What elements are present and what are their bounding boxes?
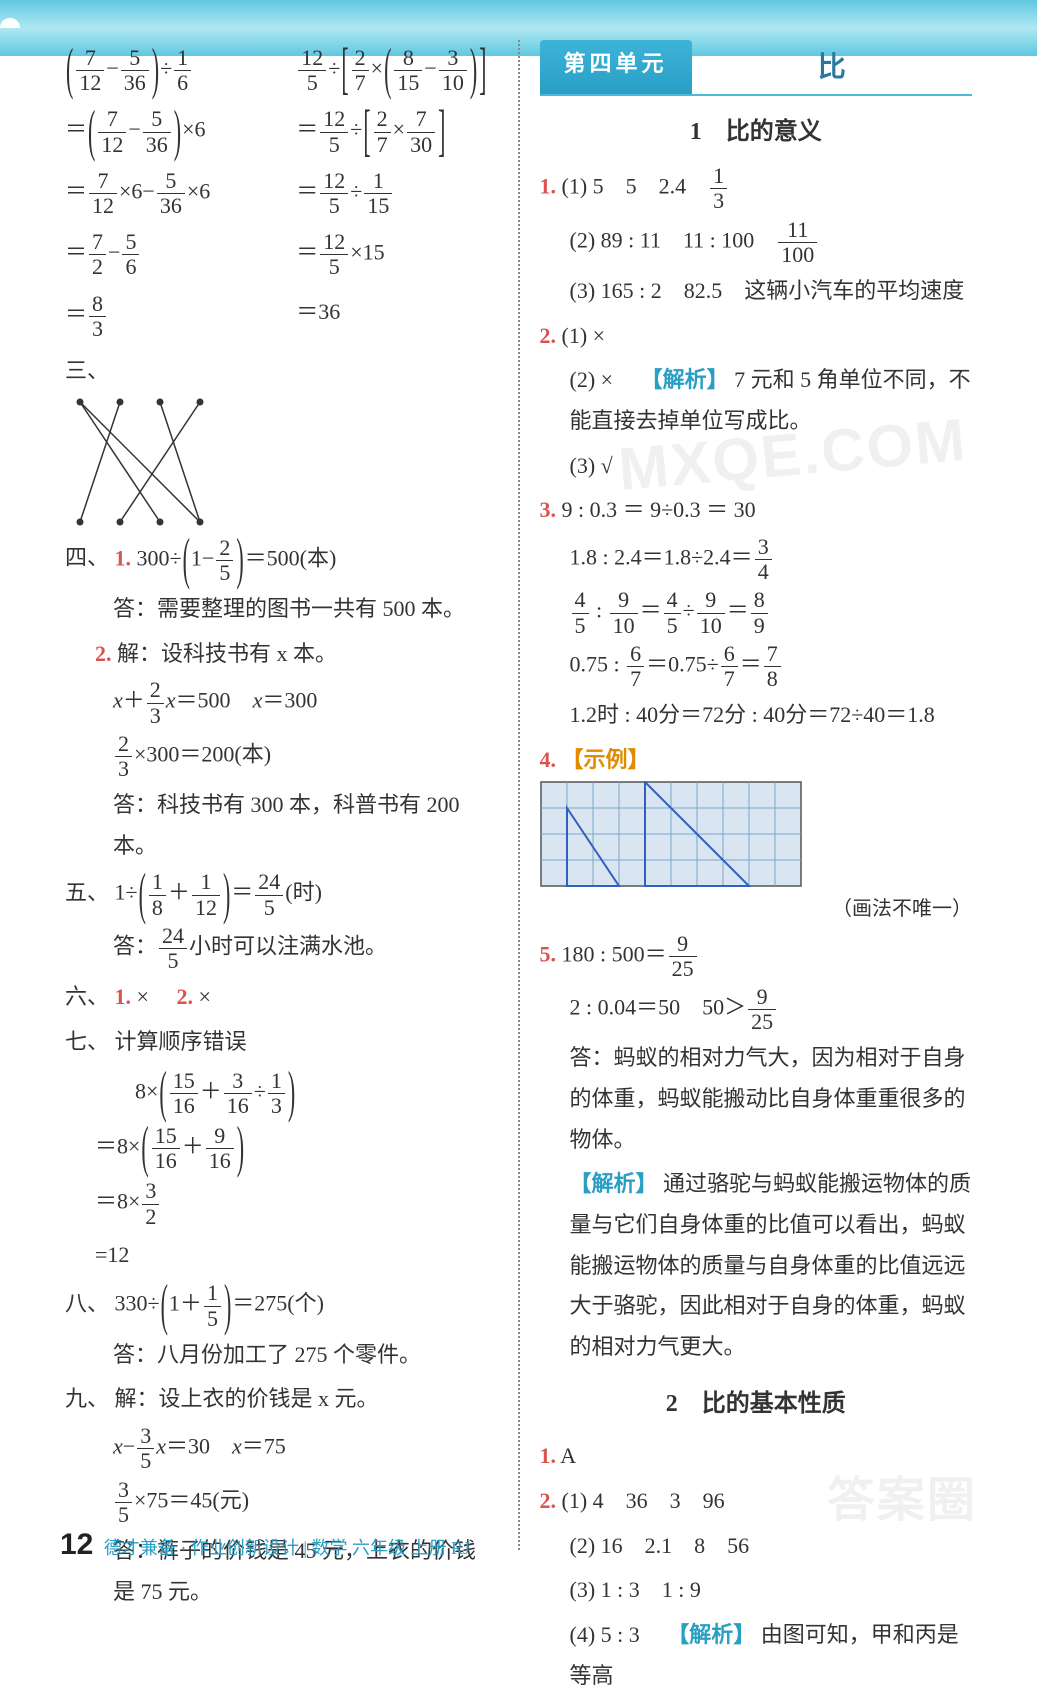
unit-header: 第四单元 比 xyxy=(540,40,973,96)
r-q1-1: 1. (1) 5 5 2.4 13 xyxy=(540,164,973,213)
sec8: 八、 330÷(1＋15)＝275(个) xyxy=(65,1281,498,1330)
q4-2-ans: 答：科技书有 300 本，科普书有 200 本。 xyxy=(65,785,498,866)
calc-row-2: ＝(712−536)×6 ＝125÷[27×730] xyxy=(65,101,498,162)
q4-kw: 【示例】 xyxy=(562,747,650,772)
q4-2-l3: 23×300＝200(本) xyxy=(65,732,498,781)
label-3: 三、 xyxy=(65,351,109,392)
content: (712−536)÷16 125÷[27×(815−310)] ＝(712−53… xyxy=(55,40,982,1550)
q7-l3: ＝8×32 xyxy=(65,1179,498,1228)
sec6: 六、 1. × 2. × xyxy=(65,977,498,1018)
label-6: 六、 xyxy=(65,977,109,1018)
s2-q2-1: 2. (1) 4 36 3 96 xyxy=(540,1481,973,1522)
r-q1-2: (2) 89 : 11 11 : 100 11100 xyxy=(540,218,973,267)
q9-l3: 35×75＝45(元) xyxy=(65,1478,498,1527)
q2-2-text: (2) × xyxy=(570,367,636,392)
q1-num: 1. xyxy=(540,174,557,199)
q5-an-text: 通过骆驼与蚂蚁能搬运物体的质量与它们自身体重的比值可以看出，蚂蚁能搬运物体的质量… xyxy=(570,1171,972,1359)
q2-num: 2. xyxy=(540,323,557,348)
unit-title: 比 xyxy=(692,40,972,94)
q3-num: 3. xyxy=(540,497,557,522)
section1-title: 1 比的意义 xyxy=(540,110,973,154)
sec3: 三、 xyxy=(65,351,498,532)
footer: 12 德才兼备 · 作业创新设计 | 数学 六年级 上册 RJ xyxy=(60,1528,470,1562)
q4-2-l2: x＋23x＝500 x＝300 xyxy=(65,678,498,727)
s2-q1: 1. A xyxy=(540,1436,973,1477)
q9-l1: 解：设上衣的价钱是 x 元。 xyxy=(115,1386,379,1411)
q6-2-num: 2. xyxy=(176,984,193,1009)
sec4-1-ans: 答：需要整理的图书一共有 500 本。 xyxy=(65,589,498,630)
s2q2-2: (2) 16 2.1 8 56 xyxy=(540,1526,973,1567)
grid-figure xyxy=(540,781,973,887)
q2-1-text: (1) × xyxy=(562,323,606,348)
q4-num: 4. xyxy=(540,747,557,772)
calc-row-5: ＝83 ＝36 xyxy=(65,286,498,347)
match-figure xyxy=(65,392,498,532)
q5-an-kw: 【解析】 xyxy=(570,1171,658,1196)
q1-1-text: (1) 5 5 2.4 xyxy=(562,174,709,199)
r-q2-2: (2) × 【解析】 7 元和 5 角单位不同，不能直接去掉单位写成比。 xyxy=(540,360,973,441)
r-q2-1: 2. (1) × xyxy=(540,316,973,357)
calc-row-3: ＝712×6−536×6 ＝125÷115 xyxy=(65,163,498,224)
right-column: 第四单元 比 1 比的意义 1. (1) 5 5 2.4 13 (2) 89 :… xyxy=(520,40,983,1550)
r-q5-1: 5. 180 : 500＝925 xyxy=(540,932,973,981)
q8-ans: 答：八月份加工了 275 个零件。 xyxy=(65,1335,498,1376)
label-8: 八、 xyxy=(65,1284,109,1325)
s2q2-3: (3) 1 : 3 1 : 9 xyxy=(540,1570,973,1611)
q5-num: 5. xyxy=(540,941,557,966)
s2q1-num: 1. xyxy=(540,1443,557,1468)
r-q3-1: 3. 9 : 0.3 ＝ 9÷0.3 ＝ 30 xyxy=(540,490,973,531)
q6-1-ans: × xyxy=(137,984,149,1009)
q7-text: 计算顺序错误 xyxy=(115,1029,247,1054)
q5-analysis: 【解析】 通过骆驼与蚂蚁能搬运物体的质量与它们自身体重的比值可以看出，蚂蚁能搬运… xyxy=(540,1164,973,1367)
q9-l2: x−35x＝30 x＝75 xyxy=(65,1424,498,1473)
s2q1-ans: A xyxy=(560,1443,576,1468)
s2q2-4: (4) 5 : 3 【解析】 由图可知，甲和丙是等高 xyxy=(540,1615,973,1696)
q6-2-ans: × xyxy=(198,984,210,1009)
label-5: 五、 xyxy=(65,873,109,914)
q1-3: (3) 165 : 2 82.5 这辆小汽车的平均速度 xyxy=(540,271,973,312)
label-4: 四、 xyxy=(65,538,109,579)
s2q2-4-kw: 【解析】 xyxy=(667,1622,755,1647)
q5-l2: 2 : 0.04＝50 50＞925 xyxy=(540,985,973,1034)
q7-l1: 8×(1516＋316÷13) xyxy=(65,1069,498,1118)
sec7: 七、 计算顺序错误 xyxy=(65,1022,498,1063)
q4-2-num: 2. xyxy=(95,641,112,666)
s2q2-1-text: (1) 4 36 3 96 xyxy=(562,1488,725,1513)
unit-badge: 第四单元 xyxy=(540,40,692,94)
q1-2-text: (2) 89 : 11 11 : 100 xyxy=(570,227,777,252)
q4-1-num: 1. xyxy=(115,545,132,570)
q3-l1-text: 9 : 0.3 ＝ 9÷0.3 ＝ 30 xyxy=(562,497,756,522)
sec5: 五、 1÷(18＋112)＝245(时) xyxy=(65,870,498,919)
label-7: 七、 xyxy=(65,1022,109,1063)
q7-l4: =12 xyxy=(65,1235,498,1276)
s2q2-4-text: (4) 5 : 3 xyxy=(570,1622,662,1647)
sec5-ans: 答：245小时可以注满水池。 xyxy=(65,924,498,973)
q2-2-kw: 【解析】 xyxy=(641,367,729,392)
q3-l4: 0.75 : 67＝0.75÷67＝78 xyxy=(540,642,973,691)
label-9: 九、 xyxy=(65,1379,109,1420)
sec4-1: 四、 1. 300÷(1−25)＝500(本) xyxy=(65,536,498,585)
calc-row-4: ＝72−56 ＝125×15 xyxy=(65,224,498,285)
footer-text: 德才兼备 · 作业创新设计 | 数学 六年级 上册 RJ xyxy=(104,1538,470,1558)
sec9: 九、 解：设上衣的价钱是 x 元。 xyxy=(65,1379,498,1420)
q6-1-num: 1. xyxy=(115,984,132,1009)
q2-3: (3) √ xyxy=(540,446,973,487)
r-q4: 4. 【示例】 xyxy=(540,740,973,887)
sec4-2: 2. 解：设科技书有 x 本。 xyxy=(65,634,498,675)
q3-l3: 45 : 910＝45÷910＝89 xyxy=(540,588,973,637)
q3-l5: 1.2时 : 40分＝72分 : 40分＝72÷40＝1.8 xyxy=(540,695,973,736)
section2-title: 2 比的基本性质 xyxy=(540,1382,973,1426)
calc-row-1: (712−536)÷16 125÷[27×(815−310)] xyxy=(65,40,498,101)
page-number: 12 xyxy=(60,1528,93,1561)
left-column: (712−536)÷16 125÷[27×(815−310)] ＝(712−53… xyxy=(55,40,520,1550)
q4-caption: （画法不唯一） xyxy=(540,891,973,928)
q5-ans: 答：蚂蚁的相对力气大，因为相对于自身的体重，蚂蚁能搬动比自身体重重很多的物体。 xyxy=(540,1038,973,1160)
s2q2-num: 2. xyxy=(540,1488,557,1513)
q3-l2: 1.8 : 2.4＝1.8÷2.4＝34 xyxy=(540,535,973,584)
q7-l2: ＝8×(1516＋916) xyxy=(65,1124,498,1173)
q4-2-l1: 解：设科技书有 x 本。 xyxy=(117,641,337,666)
